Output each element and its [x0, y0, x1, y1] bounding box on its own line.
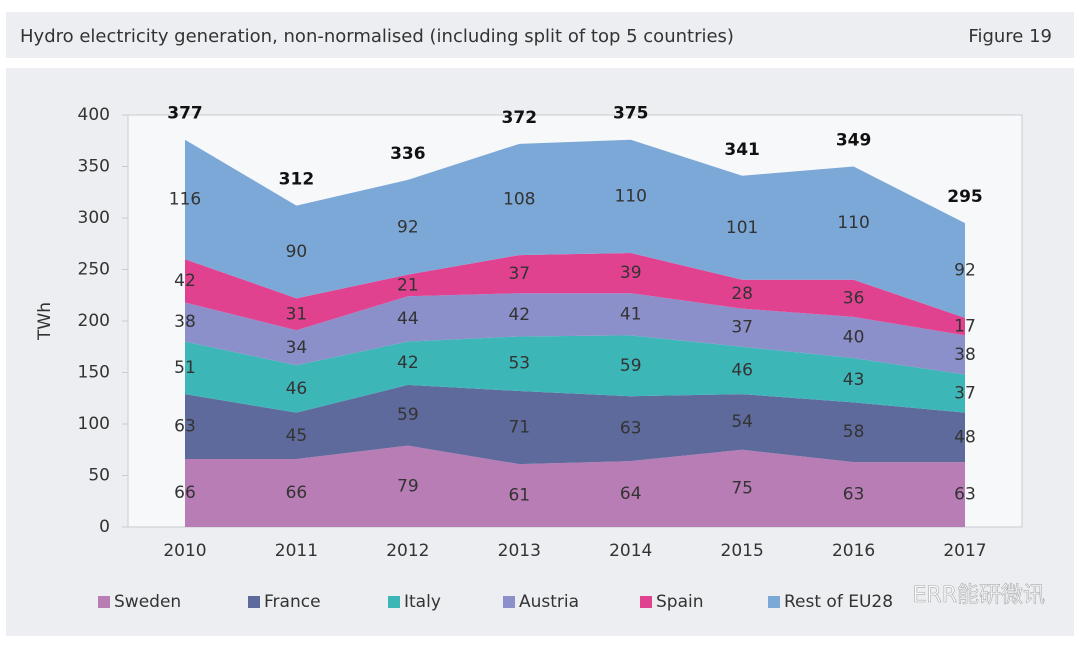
- data-label: 44: [397, 309, 419, 329]
- data-label: 63: [620, 419, 642, 439]
- area: [185, 293, 965, 375]
- y-tick-label: 50: [88, 466, 110, 486]
- x-tick-label: 2014: [609, 541, 652, 561]
- data-label: 28: [731, 284, 753, 304]
- data-label: 37: [954, 384, 976, 404]
- data-label: 63: [843, 485, 865, 505]
- data-label: 21: [397, 275, 419, 295]
- watermark: ERR能研微讯: [913, 583, 1045, 608]
- data-label: 42: [174, 271, 196, 291]
- x-tick-label: 2011: [275, 541, 318, 561]
- data-label: 71: [508, 418, 530, 438]
- data-label: 108: [503, 189, 535, 209]
- data-label: 66: [174, 483, 196, 503]
- data-label: 101: [726, 218, 758, 238]
- data-label: 43: [843, 370, 865, 390]
- data-label: 63: [954, 485, 976, 505]
- data-label: 41: [620, 304, 642, 324]
- legend-swatch: [768, 596, 780, 608]
- area: [185, 445, 965, 527]
- data-label: 37: [731, 318, 753, 338]
- total-label: 295: [947, 187, 983, 207]
- data-label: 66: [286, 483, 308, 503]
- data-label: 116: [169, 189, 201, 209]
- data-label: 110: [614, 186, 646, 206]
- legend-swatch: [98, 596, 110, 608]
- area: [185, 384, 965, 465]
- chart-title: Hydro electricity generation, non-normal…: [20, 26, 734, 47]
- data-label: 37: [508, 264, 530, 284]
- data-label: 40: [843, 327, 865, 347]
- data-label: 39: [620, 263, 642, 283]
- data-label: 45: [286, 426, 308, 446]
- legend-swatch: [503, 596, 515, 608]
- data-label: 46: [286, 379, 308, 399]
- y-tick-label: 150: [78, 363, 110, 383]
- header-band: [6, 12, 1074, 58]
- x-tick-label: 2015: [721, 541, 764, 561]
- data-label: 92: [397, 217, 419, 237]
- data-label: 38: [954, 345, 976, 365]
- figure-label: Figure 19: [968, 26, 1052, 47]
- data-label: 110: [837, 213, 869, 233]
- total-label: 341: [724, 140, 760, 160]
- data-label: 36: [843, 288, 865, 308]
- data-label: 63: [174, 417, 196, 437]
- data-label: 79: [397, 476, 419, 496]
- data-label: 42: [508, 305, 530, 325]
- legend-label: Sweden: [114, 592, 181, 612]
- legend-swatch: [640, 596, 652, 608]
- y-tick-label: 200: [78, 311, 110, 331]
- data-label: 58: [843, 422, 865, 442]
- total-label: 336: [390, 144, 426, 164]
- x-tick-label: 2012: [386, 541, 429, 561]
- x-tick-label: 2016: [832, 541, 875, 561]
- data-label: 90: [286, 242, 308, 262]
- data-label: 46: [731, 360, 753, 380]
- area: [185, 335, 965, 413]
- y-tick-label: 0: [99, 517, 110, 537]
- data-label: 48: [954, 427, 976, 447]
- data-label: 42: [397, 353, 419, 373]
- data-label: 54: [731, 412, 753, 432]
- data-label: 51: [174, 358, 196, 378]
- data-label: 64: [620, 484, 642, 504]
- data-label: 92: [954, 261, 976, 281]
- legend-label: Italy: [404, 592, 441, 612]
- y-axis-label: TWh: [35, 302, 55, 341]
- y-tick-label: 400: [78, 105, 110, 125]
- data-label: 38: [174, 312, 196, 332]
- data-label: 59: [620, 356, 642, 376]
- data-label: 75: [731, 478, 753, 498]
- legend-label: Austria: [519, 592, 579, 612]
- area: [185, 253, 965, 336]
- y-tick-label: 100: [78, 414, 110, 434]
- y-tick-label: 250: [78, 260, 110, 280]
- total-label: 349: [836, 131, 872, 151]
- y-tick-label: 300: [78, 208, 110, 228]
- total-label: 372: [502, 108, 538, 128]
- data-label: 53: [508, 354, 530, 374]
- total-label: 377: [167, 104, 203, 124]
- legend-swatch: [388, 596, 400, 608]
- area: [185, 139, 965, 318]
- data-label: 17: [954, 317, 976, 337]
- data-label: 59: [397, 405, 419, 425]
- data-label: 61: [508, 486, 530, 506]
- legend-label: Rest of EU28: [784, 592, 893, 612]
- y-tick-label: 350: [78, 157, 110, 177]
- legend-label: France: [264, 592, 321, 612]
- data-label: 34: [286, 338, 308, 358]
- x-tick-label: 2017: [943, 541, 986, 561]
- legend-swatch: [248, 596, 260, 608]
- legend-label: Spain: [656, 592, 704, 612]
- x-tick-label: 2013: [498, 541, 541, 561]
- data-label: 31: [286, 304, 308, 324]
- total-label: 312: [279, 170, 315, 190]
- x-tick-label: 2010: [163, 541, 206, 561]
- total-label: 375: [613, 104, 649, 124]
